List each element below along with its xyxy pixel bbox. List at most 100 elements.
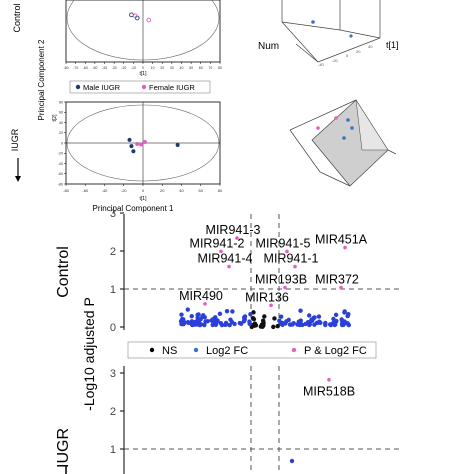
- row-label-control-big: Control: [55, 246, 72, 298]
- volcano-control-label: MIR490: [179, 289, 223, 303]
- pca-bottom-y-tick-label: 60: [59, 111, 63, 115]
- volcano-control-sig-point: [343, 245, 347, 250]
- volcano-control-point: [312, 322, 317, 327]
- pca-bottom-x-tick-label: -60: [82, 188, 89, 193]
- volcano-control-point: [224, 322, 229, 327]
- volcano-control-point: [224, 308, 230, 314]
- volcano-control-point: [298, 318, 303, 323]
- volcano-control-y-tick-label: 1: [110, 284, 116, 296]
- 3d-top-edge-7: [339, 29, 381, 39]
- volcano-control-point: [248, 312, 253, 317]
- 3d-num-label: Num: [258, 41, 279, 52]
- volcano-control-point: [202, 322, 207, 328]
- volcano-control-point: [306, 313, 312, 318]
- pca-bottom-ylabel: t[2]: [52, 114, 58, 122]
- legend-ns-label: NS: [162, 345, 177, 357]
- 3d-top-point-1: [311, 20, 315, 24]
- 3d-bottom-point-4: [350, 126, 354, 130]
- volcano-control-point: [323, 321, 328, 327]
- pca-panel-top: -80 -70 -60 -50 -40 -30 -20 -10 0 10 20 30 40 50 60 70 8…: [63, 0, 222, 77]
- volcano-ylabel: -Log10 adjusted P: [81, 297, 97, 411]
- volcano-legend: NS Log2 FC P & Log2 FC: [127, 341, 377, 359]
- volcano-control-point: [275, 323, 280, 329]
- pca-top-x-tick-label: 70: [208, 66, 212, 70]
- 3d-tick-3: 0: [346, 53, 349, 58]
- 3d-top-point-2: [349, 34, 353, 38]
- volcano-control-y-ticks: 0 1 2 3: [110, 208, 124, 334]
- volcano-control-point: [219, 322, 225, 328]
- volcano-control-label: MIR372: [315, 273, 359, 287]
- volcano-control-point: [312, 315, 317, 320]
- 3d-bottom-point-3: [346, 118, 350, 122]
- pca-bottom-x-tick-label: -40: [102, 188, 109, 193]
- volcano-control-y-tick-label: 0: [110, 322, 116, 334]
- pca-top-point: [129, 12, 134, 18]
- row-arrow-head: [15, 176, 21, 182]
- volcano-control-point: [203, 319, 208, 324]
- volcano-legend-box: [127, 341, 377, 359]
- volcano-iugr-y-tick-label: 3: [110, 368, 116, 380]
- volcano-control-point: [272, 316, 277, 321]
- volcano-control-point: [261, 320, 266, 326]
- volcano-control-point: [291, 321, 296, 326]
- pca-top-x-tick-label: -60: [83, 66, 88, 70]
- pca-top-x-tick-label: 10: [151, 66, 155, 70]
- pca-top-point: [146, 17, 152, 23]
- volcano-control-y-tick-label: 3: [110, 208, 116, 220]
- 3d-tick-5: 40: [368, 44, 373, 49]
- 3d-top-edge-5: [295, 43, 319, 63]
- pca-top-points: [129, 12, 152, 23]
- pca-top-x-tick-label: 60: [199, 66, 203, 70]
- volcano-control-point: [342, 310, 347, 315]
- volcano-control-point: [316, 314, 322, 319]
- volcano-control-point: [318, 320, 323, 326]
- pca-bottom-y-tick-label: -80: [58, 182, 63, 186]
- volcano-control-point: [346, 322, 352, 328]
- pca-bottom-x-ticks: -80 -60 -40 -20 0 20 40 60 80: [63, 184, 223, 193]
- pca-top-point: [132, 13, 138, 19]
- pca-bottom-y-tick-label: 40: [59, 121, 63, 125]
- volcano-control-point: [242, 317, 247, 323]
- pca-bottom-xlabel: t[1]: [140, 196, 148, 202]
- 3d-top-edge-2: [281, 21, 319, 63]
- pca-bottom-point: [129, 144, 134, 149]
- legend-pfc-label: P & Log2 FC: [304, 345, 367, 357]
- 3d-bottom-edge-1: [289, 99, 357, 131]
- legend-pfc-marker: [291, 347, 297, 353]
- volcano-control-point: [242, 314, 248, 319]
- volcano-control-point: [342, 319, 347, 324]
- pca-legend-box: [69, 80, 211, 94]
- volcano-control-point: [280, 322, 285, 327]
- volcano-control-sig-point: [283, 285, 287, 290]
- 3d-bottom-edge-4: [387, 149, 397, 155]
- volcano-control-point: [340, 322, 345, 328]
- pca-bottom-x-tick-label: 60: [199, 188, 204, 193]
- 3d-bottom-point-1: [316, 126, 320, 130]
- volcano-control-point: [238, 321, 244, 326]
- pca-top-x-tick-label: 0: [142, 66, 144, 70]
- volcano-control-point: [181, 317, 186, 322]
- volcano-control-sig-point: [203, 302, 207, 306]
- pca-top-xlabel: t[1]: [140, 71, 148, 77]
- pca-legend: Male IUGR Female IUGR: [69, 80, 211, 94]
- 3d-tick-4: 20: [356, 49, 361, 54]
- pca-top-x-tick-label: 50: [189, 66, 193, 70]
- 3d-top-edge-3: [317, 37, 381, 63]
- volcano-iugr-labels: MIR518B: [303, 377, 355, 399]
- pca-bottom-y-tick-label: -40: [58, 162, 63, 166]
- 3d-bottom-point-5: [342, 136, 346, 140]
- volcano-control-point: [214, 317, 219, 323]
- pca-bottom-y-tick-label: -60: [58, 172, 63, 176]
- volcano-iugr-y-tick-label: 1: [110, 444, 116, 456]
- legend-fc-label: Log2 FC: [206, 345, 248, 357]
- volcano-iugr-sig-point: [327, 377, 331, 382]
- pca-bottom-point: [131, 149, 136, 154]
- pca-bottom-point: [135, 142, 140, 147]
- 3d-bottom-edge-2: [289, 129, 321, 173]
- 3d-tick-2: -20: [332, 58, 339, 63]
- volcano-control-point: [262, 314, 267, 319]
- volcano-control-point: [331, 316, 336, 322]
- pca-bottom-y-tick-label: 80: [59, 100, 63, 104]
